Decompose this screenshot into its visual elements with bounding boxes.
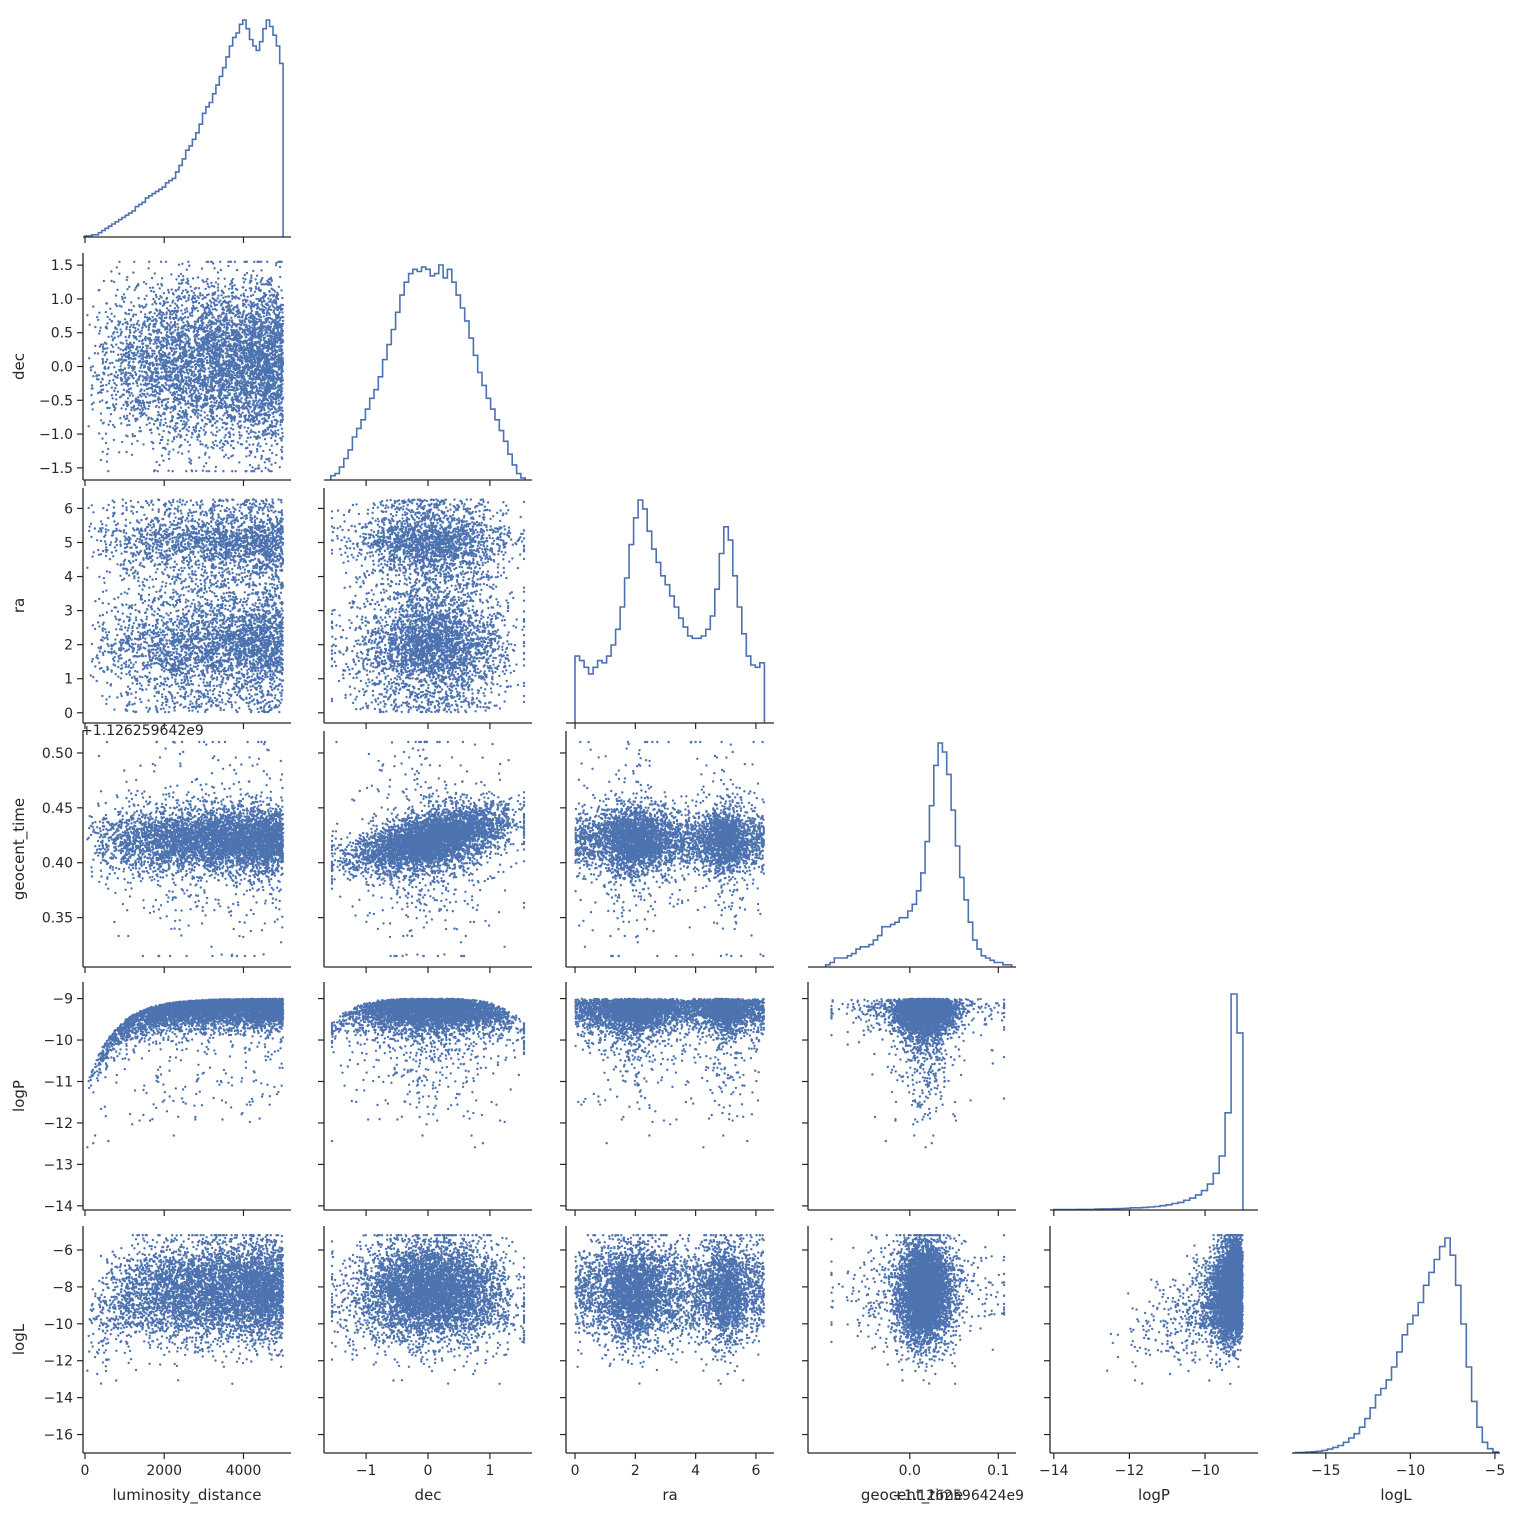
histogram-logL (1294, 1237, 1500, 1454)
scatter-points (330, 498, 526, 714)
scatter-panel-geocent_time-vs-ra (574, 740, 765, 958)
scatter-points (830, 1234, 1006, 1385)
histogram-ra (574, 499, 766, 723)
y-tick-label: −14 (43, 1391, 73, 1407)
scatter-points (86, 260, 285, 473)
y-tick-label: −9 (52, 992, 73, 1008)
x-tick-label: 0 (571, 1463, 580, 1479)
scatter-points (1106, 1234, 1244, 1385)
scatter-panel-logP-vs-luminosity_distance (86, 997, 285, 1149)
y-tick-label: 6 (64, 501, 73, 517)
x-tick-label: −10 (1396, 1463, 1426, 1479)
y-tick-label: 0.35 (42, 911, 73, 927)
x-axis-label-geocent_time: geocent_time (861, 1486, 963, 1505)
y-tick-label: 0.0 (51, 360, 73, 376)
scatter-panel-logP-vs-geocent_time (830, 997, 1006, 1149)
scatter-points (330, 997, 526, 1149)
scatter-panel-logL-vs-geocent_time (830, 1234, 1006, 1385)
y-tick-label: 2 (64, 638, 73, 654)
y-axis-label-logP: logP (10, 1080, 28, 1112)
y-tick-label: −10 (43, 1033, 73, 1049)
x-tick-label: 0 (424, 1463, 433, 1479)
x-axis-label-logP: logP (1138, 1486, 1170, 1504)
y-tick-label: −14 (43, 1199, 73, 1215)
x-tick-label: 0 (81, 1463, 90, 1479)
y-tick-label: −10 (43, 1317, 73, 1333)
x-tick-label: 4000 (226, 1463, 262, 1479)
y-tick-label: 0.50 (42, 746, 73, 762)
y-tick-label: −12 (43, 1354, 73, 1370)
scatter-points (86, 740, 285, 958)
y-tick-label: −16 (43, 1428, 73, 1444)
y-tick-label: −6 (52, 1243, 73, 1259)
y-tick-label: −1.0 (39, 427, 73, 443)
y-tick-label: 1.0 (51, 292, 73, 308)
scatter-panel-logL-vs-ra (574, 1234, 765, 1385)
scatter-panel-geocent_time-vs-dec (330, 740, 526, 958)
x-tick-label: 6 (751, 1463, 760, 1479)
x-tick-label: 0.1 (987, 1463, 1009, 1479)
y-tick-label: −12 (43, 1116, 73, 1132)
geocent-time-y-offset-label: +1.126259642e9 (81, 723, 204, 739)
scatter-panel-ra-vs-dec (330, 498, 526, 714)
x-axis-label-logL: logL (1380, 1486, 1412, 1504)
y-tick-label: 0.40 (42, 856, 73, 872)
y-tick-label: 4 (64, 570, 73, 586)
scatter-points (86, 997, 285, 1149)
y-tick-label: −13 (43, 1157, 73, 1173)
y-tick-label: −1.5 (39, 461, 73, 477)
scatter-points (86, 1234, 285, 1385)
scatter-points (330, 1234, 526, 1385)
histogram-dec (330, 264, 526, 480)
y-tick-label: −8 (52, 1280, 73, 1296)
x-tick-label: −14 (1039, 1463, 1069, 1479)
x-tick-label: 0.0 (899, 1463, 921, 1479)
scatter-points (86, 498, 285, 714)
scatter-points (574, 1234, 765, 1385)
y-axis-label-dec: dec (10, 353, 28, 380)
scatter-points (574, 997, 765, 1149)
y-axis-label-geocent_time: geocent_time (10, 798, 29, 900)
scatter-panel-logP-vs-dec (330, 997, 526, 1149)
y-tick-label: 0 (64, 706, 73, 722)
y-tick-label: 3 (64, 604, 73, 620)
geocent-time-x-offset-label: +1.1262596424e9 (892, 1488, 1024, 1504)
x-tick-label: −10 (1190, 1463, 1220, 1479)
scatter-panel-logL-vs-luminosity_distance (86, 1234, 285, 1385)
x-tick-label: 2000 (146, 1463, 182, 1479)
histogram-luminosity_distance (84, 19, 284, 237)
y-tick-label: 0.5 (51, 326, 73, 342)
scatter-panel-dec-vs-luminosity_distance (86, 260, 285, 473)
x-axis-label-dec: dec (415, 1486, 442, 1504)
x-tick-label: 2 (631, 1463, 640, 1479)
x-tick-label: 1 (485, 1463, 494, 1479)
histogram-geocent_time (824, 742, 1013, 967)
y-tick-label: −0.5 (39, 393, 73, 409)
y-tick-label: 0.45 (42, 801, 73, 817)
histogram-logP (1053, 993, 1244, 1211)
y-tick-label: 5 (64, 535, 73, 551)
scatter-panel-geocent_time-vs-luminosity_distance (86, 740, 285, 958)
x-tick-label: −1 (356, 1463, 377, 1479)
x-tick-label: 4 (691, 1463, 700, 1479)
scatter-points (330, 740, 526, 958)
y-axis-label-logL: logL (10, 1323, 28, 1355)
x-tick-label: −5 (1485, 1463, 1506, 1479)
scatter-panel-logL-vs-logP (1106, 1234, 1244, 1385)
y-tick-label: −11 (43, 1074, 73, 1090)
scatter-panel-logL-vs-dec (330, 1234, 526, 1385)
x-axis-label-ra: ra (662, 1486, 677, 1504)
y-tick-label: 1 (64, 672, 73, 688)
x-tick-label: −12 (1115, 1463, 1145, 1479)
x-tick-label: −15 (1311, 1463, 1341, 1479)
scatter-points (830, 997, 1006, 1149)
scatter-panel-ra-vs-luminosity_distance (86, 498, 285, 714)
y-axis-label-ra: ra (10, 598, 28, 613)
scatter-points (574, 740, 765, 958)
x-axis-label-luminosity_distance: luminosity_distance (113, 1486, 262, 1505)
y-tick-label: 1.5 (51, 258, 73, 274)
scatter-panel-logP-vs-ra (574, 997, 765, 1149)
